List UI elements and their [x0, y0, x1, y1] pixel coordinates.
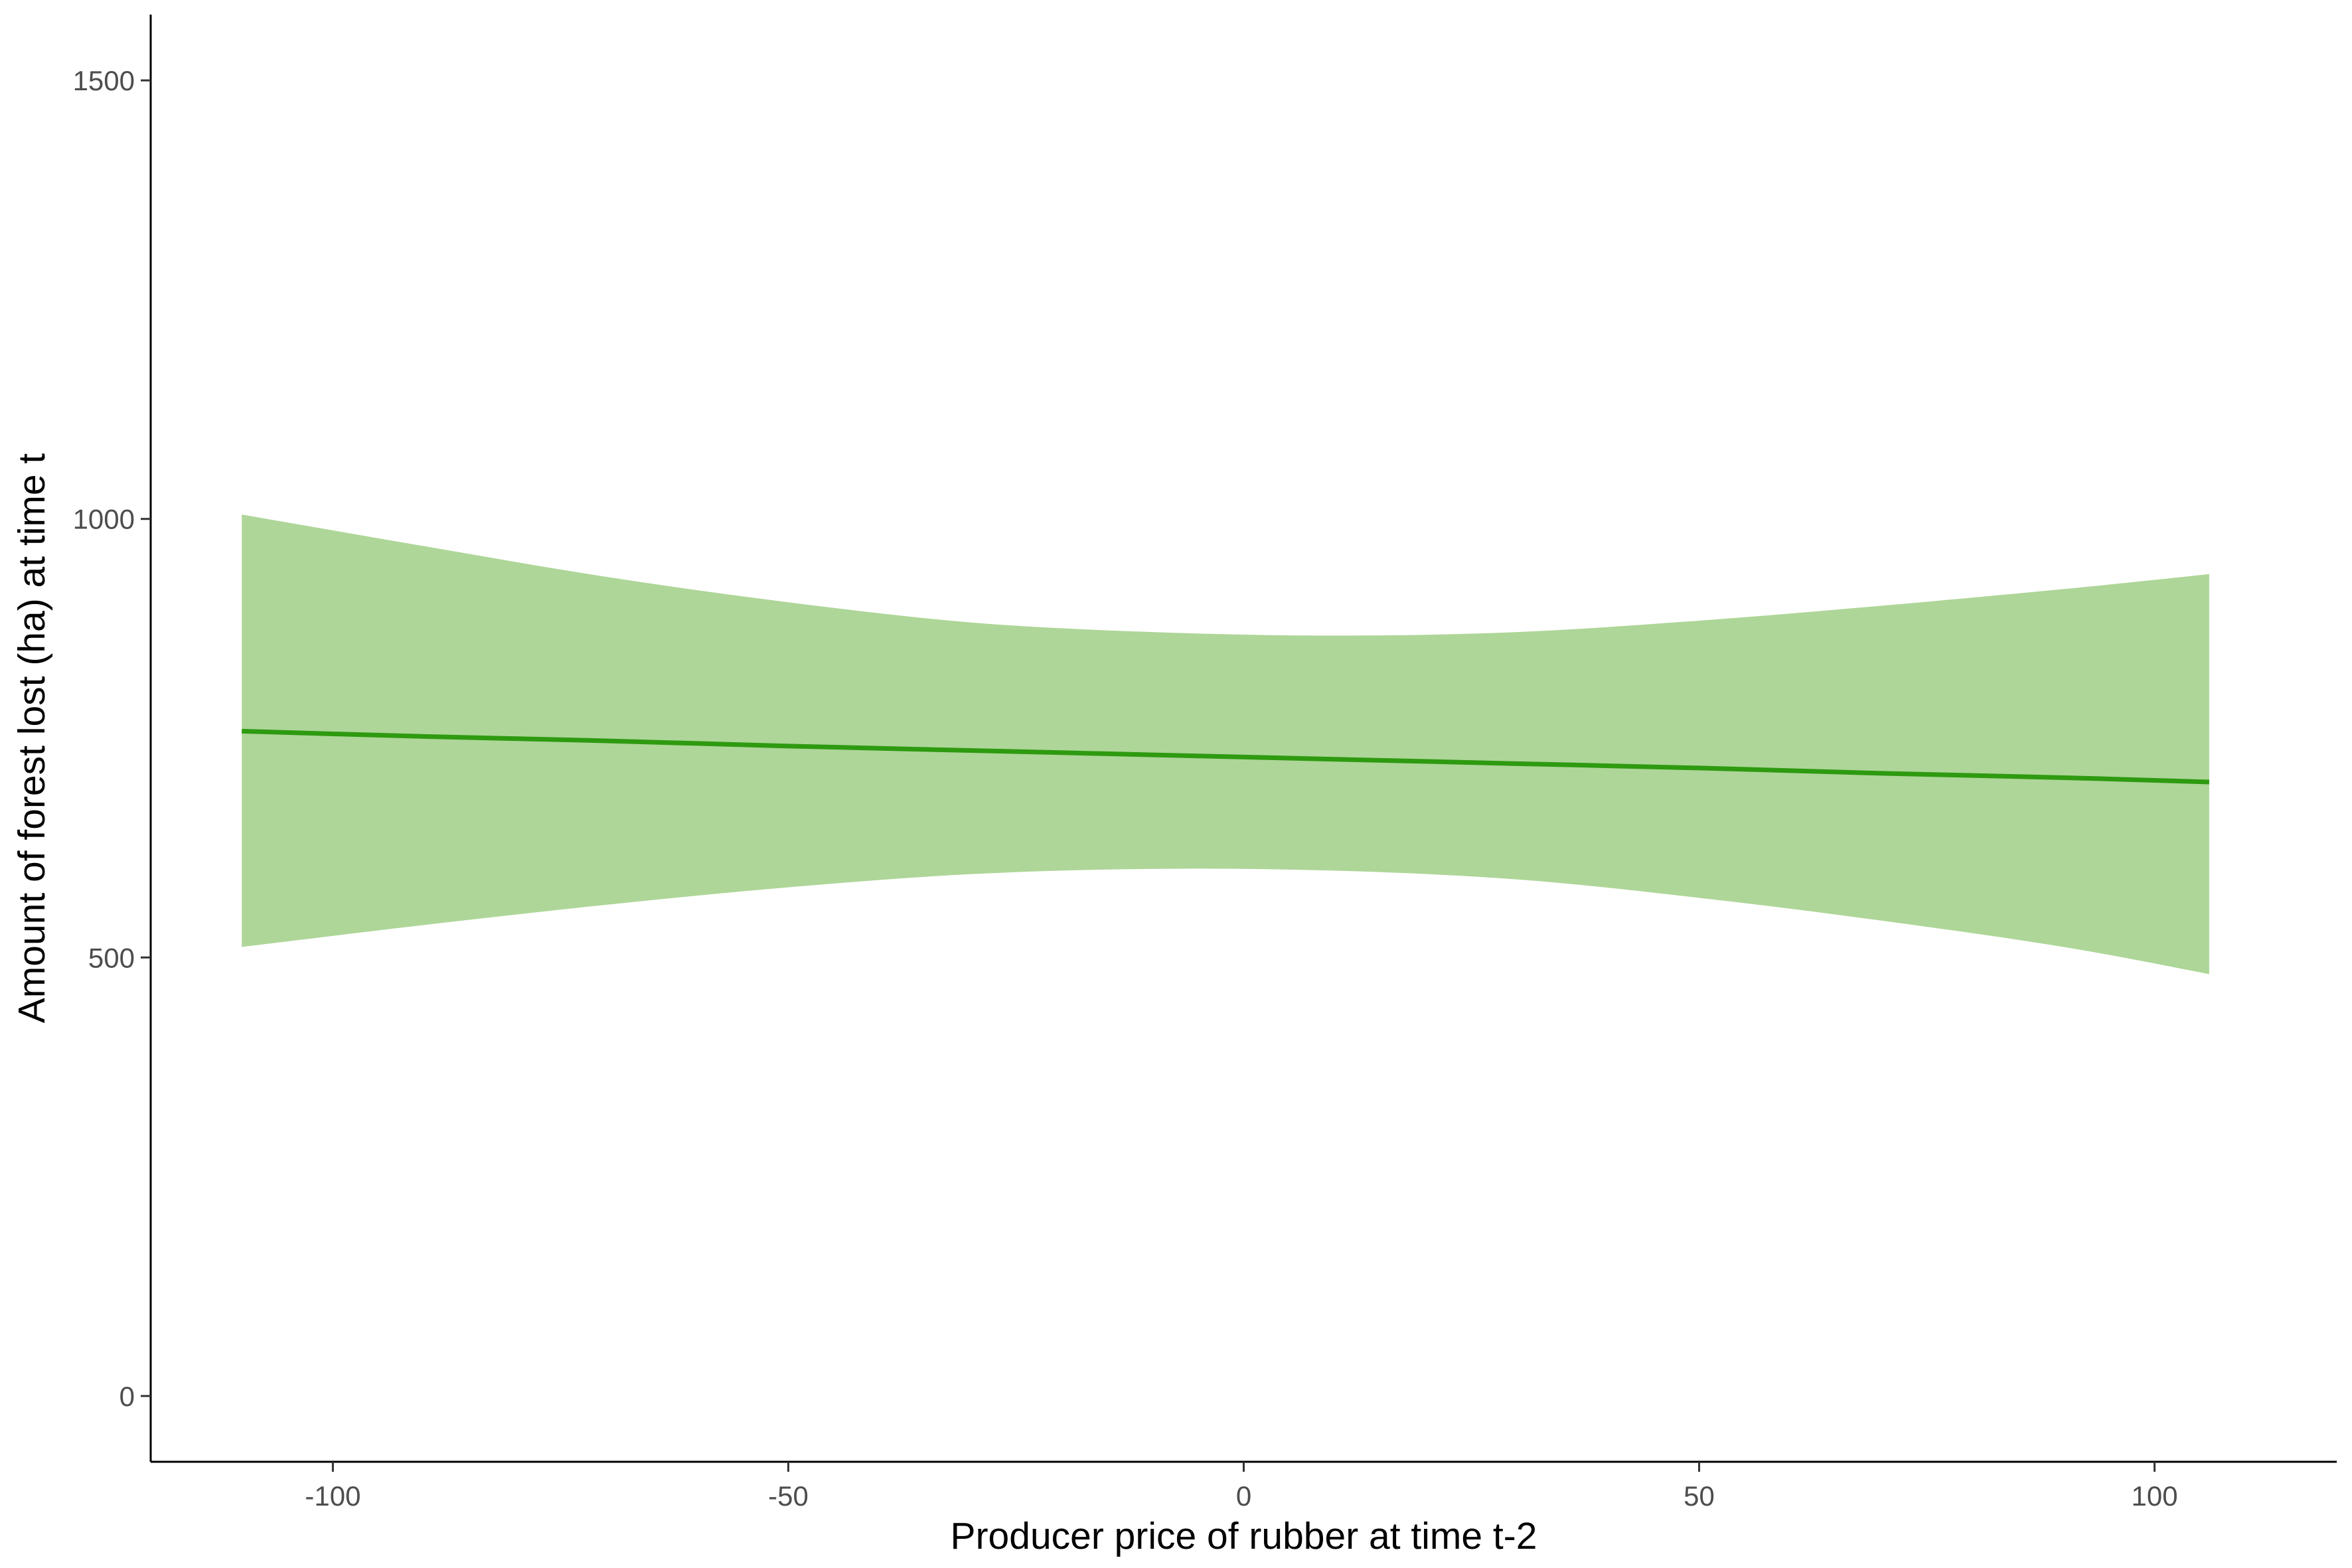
fit-line [242, 728, 2210, 785]
x-tick-label: 0 [1236, 1480, 1251, 1512]
x-axis-title: Producer price of rubber at time t-2 [951, 1515, 1537, 1557]
plot-area [242, 514, 2210, 975]
confidence-band [242, 514, 2209, 975]
y-tick-label: 500 [88, 942, 135, 973]
y-axis-title: Amount of forest lost (ha) at time t [11, 453, 53, 1024]
x-tick-label: -50 [768, 1480, 809, 1512]
y-tick-label: 1500 [73, 65, 135, 96]
x-tick-label: 50 [1684, 1480, 1715, 1512]
y-tick-label: 1000 [73, 504, 135, 535]
y-tick-label: 0 [119, 1381, 135, 1412]
x-tick-label: -100 [305, 1480, 360, 1512]
x-tick-label: 100 [2132, 1480, 2178, 1512]
